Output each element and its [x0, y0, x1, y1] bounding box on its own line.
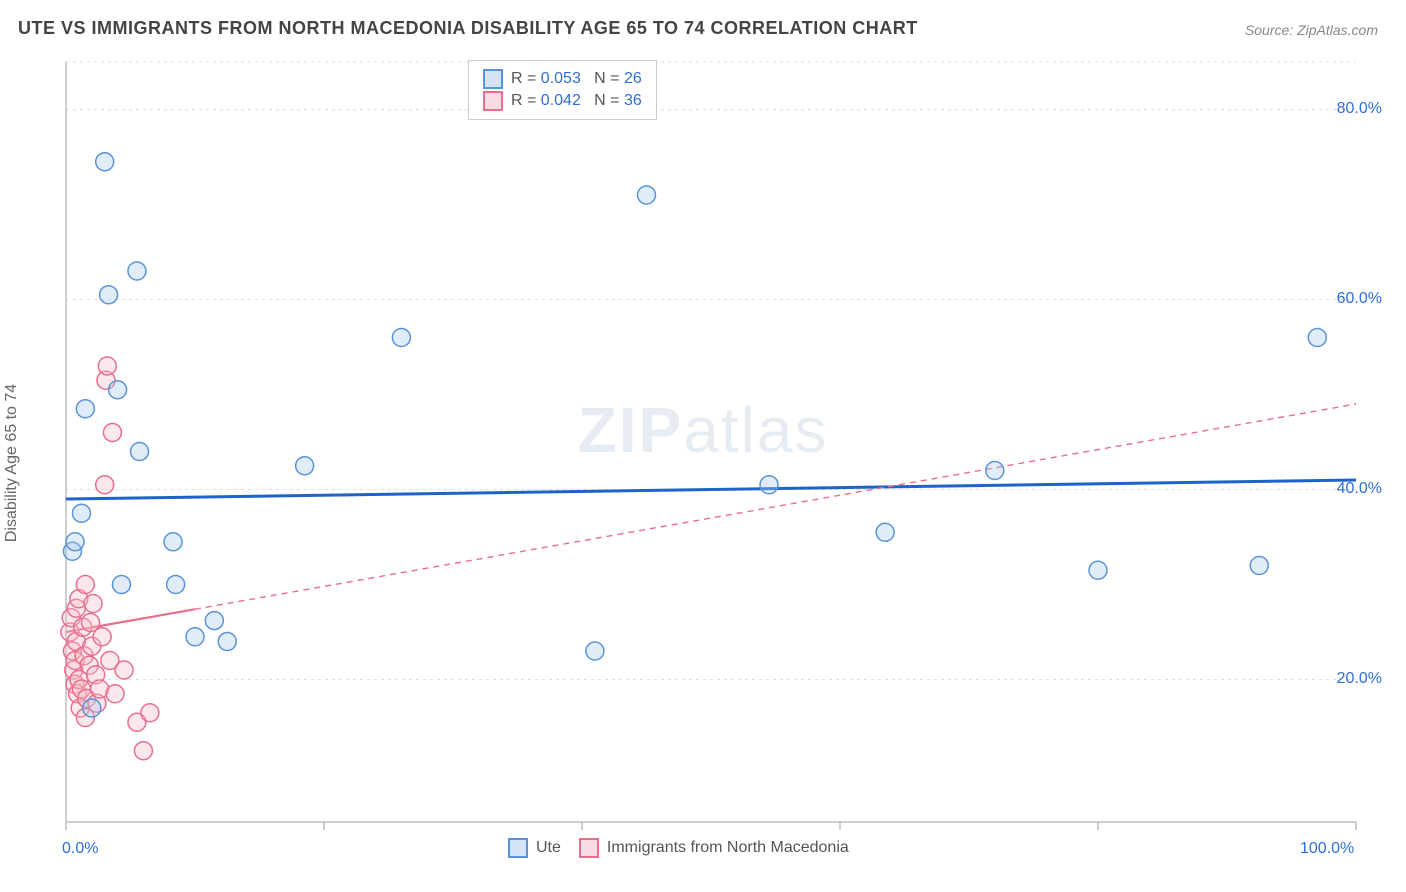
- legend-swatch: [579, 838, 599, 858]
- legend-swatch: [483, 69, 503, 89]
- legend-series-label: Immigrants from North Macedonia: [607, 839, 849, 857]
- legend-stats-row: R = 0.053 N = 26: [483, 69, 642, 89]
- x-axis-label-min: 0.0%: [62, 840, 98, 858]
- y-axis-tick-label: 80.0%: [1337, 100, 1382, 118]
- legend-series-item: Ute: [508, 838, 561, 858]
- legend-stats: R = 0.053 N = 26 R = 0.042 N = 36: [468, 60, 657, 120]
- legend-stats-text: R = 0.042 N = 36: [511, 92, 642, 110]
- chart-container: Disability Age 65 to 74 ZIPatlas R = 0.0…: [18, 52, 1388, 874]
- x-axis-label-max: 100.0%: [1300, 840, 1354, 858]
- legend-series-item: Immigrants from North Macedonia: [579, 838, 849, 858]
- source-label: Source: ZipAtlas.com: [1245, 22, 1378, 38]
- scatter-plot: [18, 52, 1388, 874]
- y-axis-tick-label: 40.0%: [1337, 480, 1382, 498]
- y-axis-tick-label: 20.0%: [1337, 670, 1382, 688]
- legend-series-label: Ute: [536, 839, 561, 857]
- page-title: UTE VS IMMIGRANTS FROM NORTH MACEDONIA D…: [18, 18, 918, 39]
- y-axis-tick-label: 60.0%: [1337, 290, 1382, 308]
- legend-stats-row: R = 0.042 N = 36: [483, 91, 642, 111]
- legend-swatch: [508, 838, 528, 858]
- y-axis-label: Disability Age 65 to 74: [3, 384, 21, 542]
- legend-stats-text: R = 0.053 N = 26: [511, 70, 642, 88]
- legend-series: Ute Immigrants from North Macedonia: [508, 836, 849, 860]
- legend-swatch: [483, 91, 503, 111]
